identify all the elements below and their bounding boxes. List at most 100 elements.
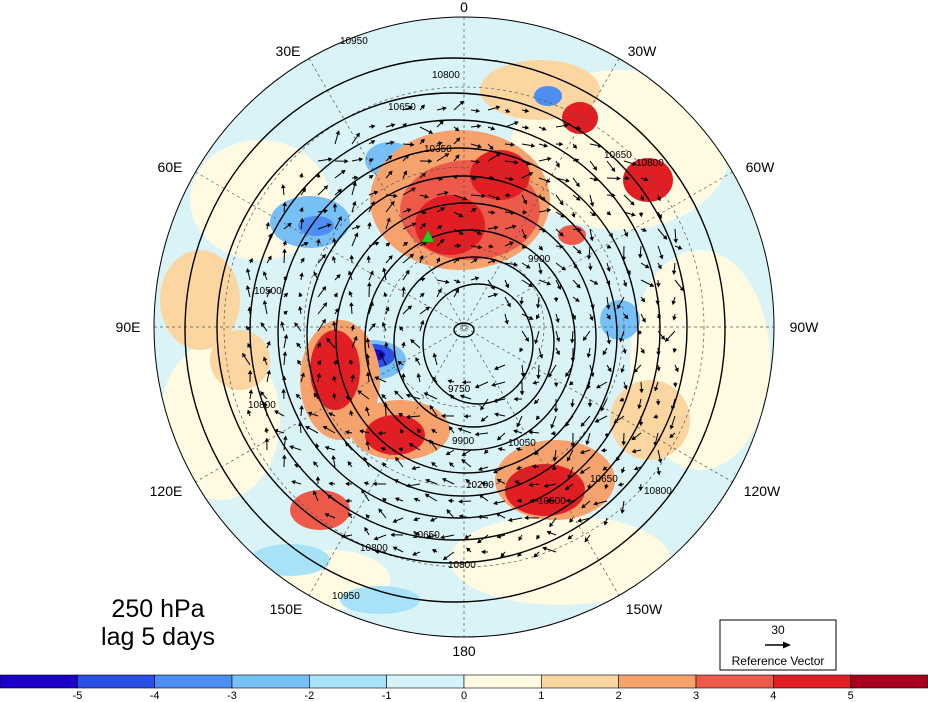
wind-vector-head [606, 244, 612, 249]
wind-vector-head [588, 266, 593, 271]
wind-vector-head [489, 145, 494, 151]
wind-vector-head [321, 285, 327, 291]
wind-vector-head [569, 518, 574, 523]
colorbar-swatch [77, 674, 155, 689]
wind-vector-head [534, 450, 539, 456]
wind-vector-head [509, 176, 515, 182]
wind-vector-head [471, 207, 477, 213]
map-disk: 10950 10800 10650 10500 10350 10200 1005… [153, 16, 775, 638]
wind-vector-head [410, 142, 415, 147]
wind-vector-head [413, 516, 418, 522]
wind-vector-head [407, 305, 412, 310]
wind-vector-head [293, 463, 299, 469]
wind-vector-head [638, 213, 644, 218]
wind-vector-head [496, 478, 502, 484]
wind-vector-head [331, 255, 337, 261]
wind-vector-head [321, 253, 327, 259]
wind-vector-head [616, 176, 621, 181]
lon-label-150w: 150W [626, 601, 663, 617]
wind-vector-head [528, 430, 533, 435]
wind-vector-head [494, 412, 499, 417]
colorbar-swatch [231, 674, 310, 689]
wind-vector-head [401, 286, 406, 291]
wind-vector-head [444, 153, 450, 158]
wind-vector-head [358, 157, 364, 162]
wind-vector-head [522, 199, 527, 205]
wind-vector-head [585, 440, 590, 446]
pressure-level-label: 250 hPa [111, 595, 204, 623]
wind-vector-head [576, 249, 582, 255]
colorbar-tick-label: 1 [538, 690, 544, 702]
wind-vector-head [274, 410, 279, 415]
wind-vector-head [506, 302, 511, 308]
map-boundary [153, 16, 775, 638]
wind-vector-head [409, 253, 415, 259]
wind-vector-head [632, 161, 637, 166]
wind-vector-head [390, 532, 395, 538]
wind-vector-head [401, 341, 406, 346]
wind-vector-head [299, 272, 304, 277]
wind-vector-head [405, 393, 411, 398]
wind-vector-head [570, 357, 576, 363]
wind-vector-head [672, 316, 677, 321]
wind-vector-head [491, 382, 496, 387]
wind-vector-head [447, 498, 453, 504]
wind-vector-head [439, 238, 445, 244]
wind-vector-head [245, 325, 251, 331]
wind-vector-head [365, 440, 370, 446]
wind-vector-head [587, 403, 593, 408]
wind-vector-head [589, 372, 595, 378]
wind-vector-head [431, 429, 436, 434]
wind-vector-head [357, 390, 362, 395]
wind-vector-head [363, 481, 369, 486]
contour-label: 10350 [424, 144, 452, 155]
wind-vector-head [429, 517, 435, 522]
wind-vector-head [611, 192, 616, 198]
wind-vector-head [365, 353, 371, 359]
wind-vector-head [524, 125, 530, 130]
wind-vector-head [657, 214, 662, 219]
wind-vector-head [522, 209, 528, 215]
wind-vector-head [619, 397, 625, 402]
wind-vector-head [420, 104, 426, 110]
wind-vector-head [504, 283, 510, 289]
wind-vector-head [382, 462, 387, 467]
wind-vector-head [549, 522, 554, 528]
wind-vector-head [571, 213, 576, 218]
wind-vector-head [326, 337, 331, 343]
wind-vector-head [432, 352, 438, 358]
wind-vector-head [570, 403, 575, 408]
wind-vector-head [381, 321, 387, 327]
wind-vector-head [520, 372, 526, 378]
wind-vector-head [372, 481, 377, 487]
colorbar-swatch [386, 674, 465, 689]
wind-vector-head [586, 255, 592, 260]
wind-vector-head [266, 288, 271, 294]
wind-vector-head [337, 216, 342, 221]
colorbar-swatch [618, 674, 697, 689]
wind-vector-head [322, 302, 328, 307]
wind-vector-head [493, 398, 498, 403]
wind-vector-head [390, 123, 396, 128]
wind-vector-head [657, 264, 662, 270]
wind-vector-head [361, 488, 366, 494]
wind-vector-head [621, 441, 626, 446]
wind-vector-head [617, 304, 622, 310]
wind-vector-head [542, 546, 547, 551]
wind-vector-head [528, 172, 534, 177]
wind-vector-head [575, 297, 580, 302]
wind-vector-head [493, 500, 498, 506]
longitude-labels: 0 30E 60E 90E 120E 150E 180 150W 120W 90… [116, 0, 820, 659]
wind-vector-head [656, 314, 661, 320]
wind-vector-head [333, 359, 338, 365]
wind-vector-head [547, 156, 552, 162]
wind-vector-head [669, 424, 675, 430]
wind-vector-head [570, 443, 576, 448]
wind-vector-head [671, 300, 676, 306]
wind-vector-head [458, 230, 464, 235]
contour-label: 10050 [508, 438, 536, 449]
wind-vector-head [283, 275, 288, 281]
wind-vector-head [515, 447, 521, 452]
wind-vector-head [366, 255, 371, 260]
